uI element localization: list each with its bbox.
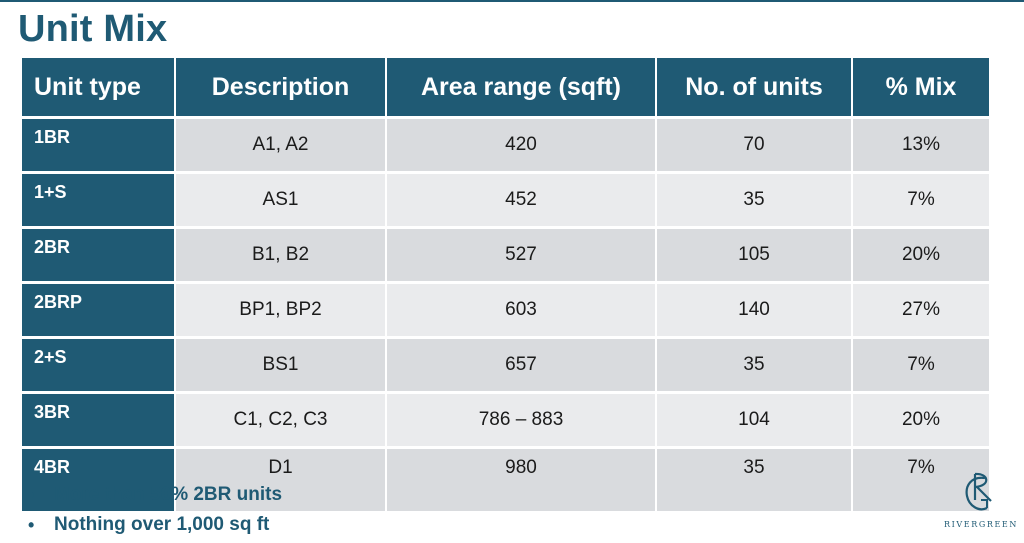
cell-no-of-units: 35 [656, 336, 853, 393]
cell-unit-type: 1+S [22, 171, 176, 228]
cell-percent-mix: 20% [852, 391, 989, 448]
cell-percent-mix: 27% [852, 281, 989, 338]
table-row: 1+S AS1 452 35 7% [22, 171, 989, 228]
table-row: 1BR A1, A2 420 70 13% [22, 116, 989, 173]
cell-area-range: 980 [386, 446, 657, 511]
table-row: 2BR B1, B2 527 105 20% [22, 226, 989, 283]
bullet-item: • Nothing over 1,000 sq ft [26, 510, 282, 540]
bullet-dot-icon: • [28, 485, 35, 505]
cell-unit-type: 2BRP [22, 281, 176, 338]
bullet-dot-icon: • [28, 515, 35, 535]
header-percent-mix: % Mix [852, 58, 989, 118]
header-no-of-units: No. of units [656, 58, 853, 118]
header-description: Description [175, 58, 387, 118]
cell-description: BS1 [175, 336, 387, 393]
cell-percent-mix: 20% [852, 226, 989, 283]
summary-bullets: • More than 50% 2BR units • Nothing over… [26, 480, 282, 540]
cell-percent-mix: 7% [852, 336, 989, 393]
cell-area-range: 603 [386, 281, 657, 338]
cell-area-range: 420 [386, 116, 657, 173]
cell-description: AS1 [175, 171, 387, 228]
cell-area-range: 527 [386, 226, 657, 283]
table-header-row: Unit type Description Area range (sqft) … [22, 58, 989, 118]
cell-description: C1, C2, C3 [175, 391, 387, 448]
cell-description: BP1, BP2 [175, 281, 387, 338]
rivergreen-logo: RIVERGREEN [944, 470, 1018, 536]
bullet-text: Nothing over 1,000 sq ft [54, 514, 270, 535]
cell-no-of-units: 35 [656, 446, 853, 511]
table-row: 3BR C1, C2, C3 786 – 883 104 20% [22, 391, 989, 448]
table-row: 2BRP BP1, BP2 603 140 27% [22, 281, 989, 338]
logo-text: RIVERGREEN [944, 520, 1018, 529]
cell-no-of-units: 35 [656, 171, 853, 228]
cell-unit-type: 4BR [22, 446, 176, 511]
cell-description: A1, A2 [175, 116, 387, 173]
cell-no-of-units: 105 [656, 226, 853, 283]
cell-unit-type: 1BR [22, 116, 176, 173]
cell-area-range: 786 – 883 [386, 391, 657, 448]
cell-no-of-units: 140 [656, 281, 853, 338]
header-area-range: Area range (sqft) [386, 58, 657, 118]
cell-no-of-units: 70 [656, 116, 853, 173]
table-row: 2+S BS1 657 35 7% [22, 336, 989, 393]
bullet-item: • More than 50% 2BR units [26, 480, 282, 510]
bullet-text: More than 50% 2BR units [54, 484, 283, 505]
cell-percent-mix: 13% [852, 116, 989, 173]
cell-percent-mix: 7% [852, 171, 989, 228]
cell-no-of-units: 104 [656, 391, 853, 448]
cell-unit-type: 3BR [22, 391, 176, 448]
page-title: Unit Mix [18, 8, 168, 50]
table-row: 4BR D1 980 35 7% [22, 446, 989, 511]
cell-unit-type: 2+S [22, 336, 176, 393]
cell-percent-mix: 7% [852, 446, 989, 511]
top-rule [0, 0, 1024, 2]
cell-area-range: 452 [386, 171, 657, 228]
cell-description: D1 [175, 446, 387, 511]
cell-unit-type: 2BR [22, 226, 176, 283]
cell-description: B1, B2 [175, 226, 387, 283]
header-unit-type: Unit type [22, 58, 176, 118]
cell-area-range: 657 [386, 336, 657, 393]
unit-mix-table: Unit type Description Area range (sqft) … [22, 58, 989, 511]
rivergreen-monogram-icon [965, 472, 992, 511]
